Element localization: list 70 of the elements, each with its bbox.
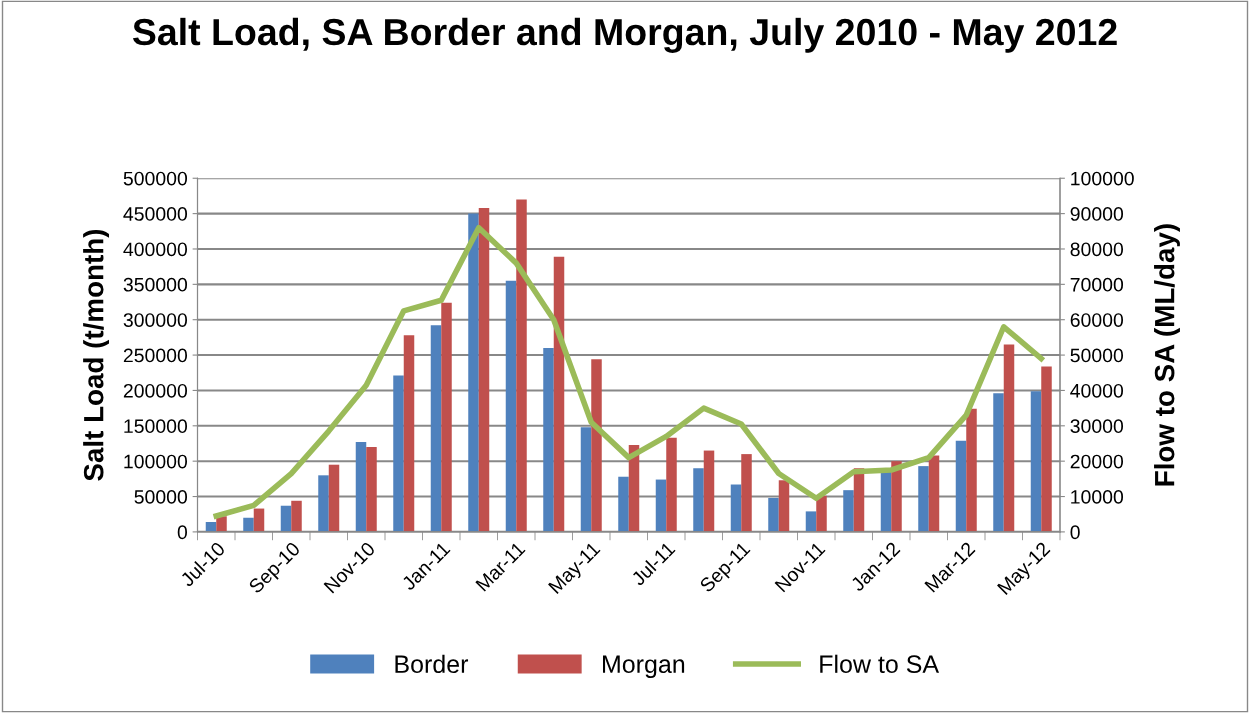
y-tick-label: 0 [177,525,188,540]
bar [243,517,254,532]
bar [693,468,704,532]
bar [618,476,629,532]
y-tick-label: 500000 [123,171,188,186]
bar [516,199,527,532]
y-tick-label: 50000 [134,490,188,504]
bar [778,480,790,532]
bar [580,427,592,532]
bar [291,500,302,532]
bar [543,348,554,532]
y2-tick-label: 20000 [1070,454,1124,469]
y2-tick-label: 70000 [1070,277,1124,292]
y2-tick-label: 80000 [1070,242,1124,257]
y-tick-label: 250000 [123,348,188,363]
y2-tick-label: 0 [1070,525,1080,540]
legend-label: Flow to SA [820,654,940,674]
bar [928,455,940,532]
bar [741,454,752,532]
y2-tick-label: 90000 [1070,207,1124,221]
bar [478,207,490,532]
legend-label: Border [395,654,469,674]
bar [891,461,902,532]
bar [955,440,967,532]
bar [468,213,479,532]
y-tick-label: 400000 [123,242,188,257]
chart-title: Salt Load, SA Border and Morgan, July 2010 - May 2012 [132,17,1117,53]
bar [280,505,292,532]
y2-tick-label: 10000 [1071,490,1124,504]
bar [328,464,340,532]
bar [393,375,404,532]
bar [918,466,929,532]
bar [966,408,977,532]
y2-tick-label: 100000 [1071,171,1134,186]
y-tick-label: 200000 [123,383,188,398]
bar [768,497,779,532]
bar [816,495,827,532]
legend-label: Morgan [603,655,685,678]
bar [655,479,667,532]
bar [355,442,367,532]
bar [805,511,817,532]
y2-tick-label: 30000 [1070,419,1124,434]
y2-tick-label: 40000 [1070,383,1124,398]
bar [216,516,227,532]
bar [505,280,517,532]
bar [993,393,1004,532]
y-tick-label: 350000 [123,277,188,292]
bar [730,484,742,532]
bar [591,359,602,532]
y2-tick-label: 60000 [1070,313,1124,327]
bar [403,335,415,532]
bar [441,302,452,532]
bar [843,490,854,532]
y-tick-label: 150000 [124,419,188,434]
y-tick-label: 450000 [123,207,188,221]
bar [1030,391,1042,532]
bar [253,508,265,532]
bar [366,447,377,532]
y2-tick-label: 50000 [1070,348,1124,363]
y-tick-label: 100000 [124,454,188,469]
bar [430,325,442,532]
y2-axis-title: Flow to SA (ML/day) [1154,224,1180,486]
bar [666,437,677,532]
y-axis-title: Salt Load (t/month) [83,229,110,481]
bar [1003,344,1015,532]
bar [880,470,892,532]
y-tick-label: 300000 [123,313,188,327]
bar [703,450,715,532]
bar [1041,366,1052,532]
bar [318,475,329,532]
